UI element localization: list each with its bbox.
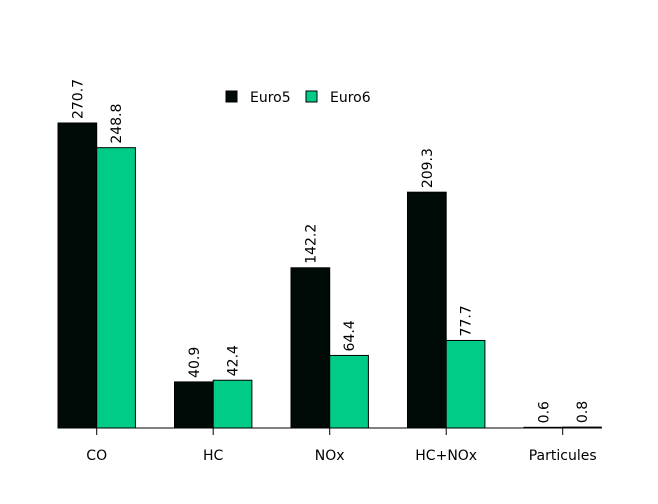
data-label-euro5-nox: 142.2	[303, 224, 319, 264]
data-label-euro5-hc: 40.9	[187, 347, 203, 378]
bar-euro6-nox	[329, 354, 369, 429]
data-label-euro5-co: 270.7	[70, 79, 86, 119]
legend-swatch-euro5	[225, 90, 238, 103]
data-labels-group: 270.7 248.8 40.9 42.4 142.2 64.4 209.3 77.7 0.6 0…	[70, 79, 591, 423]
bar-euro6-co	[96, 147, 136, 429]
x-axis-ticks	[96, 428, 564, 435]
x-tick-label: Particules	[529, 448, 597, 464]
data-label-euro6-hc-nox: 77.7	[459, 305, 475, 336]
bars-group	[57, 122, 602, 429]
legend-swatch-euro6	[305, 90, 318, 103]
legend: Euro5 Euro6	[225, 90, 371, 106]
legend-label-euro6: Euro6	[330, 90, 371, 106]
bar-euro5-hc	[174, 381, 214, 429]
x-tick-label: NOx	[315, 448, 345, 464]
x-tick-label: HC	[203, 448, 224, 464]
x-axis-tick-labels: CO HC NOx HC+NOx Particules	[86, 448, 596, 464]
bar-euro6-hc	[212, 379, 253, 429]
data-label-euro5-hc-nox: 209.3	[420, 148, 436, 188]
bar-euro5-nox	[290, 267, 331, 429]
legend-label-euro5: Euro5	[250, 90, 291, 106]
data-label-euro6-co: 248.8	[109, 104, 125, 144]
data-label-euro6-nox: 64.4	[342, 320, 358, 351]
data-label-euro5-particules: 0.6	[536, 401, 552, 423]
data-label-euro6-particules: 0.8	[575, 401, 591, 423]
x-tick-label: HC+NOx	[415, 448, 477, 464]
data-label-euro6-hc: 42.4	[226, 345, 242, 376]
bar-euro5-hc-nox	[407, 191, 447, 429]
x-tick-label: CO	[86, 448, 107, 464]
bar-euro5-co	[57, 122, 98, 429]
bar-euro6-hc-nox	[445, 339, 486, 429]
